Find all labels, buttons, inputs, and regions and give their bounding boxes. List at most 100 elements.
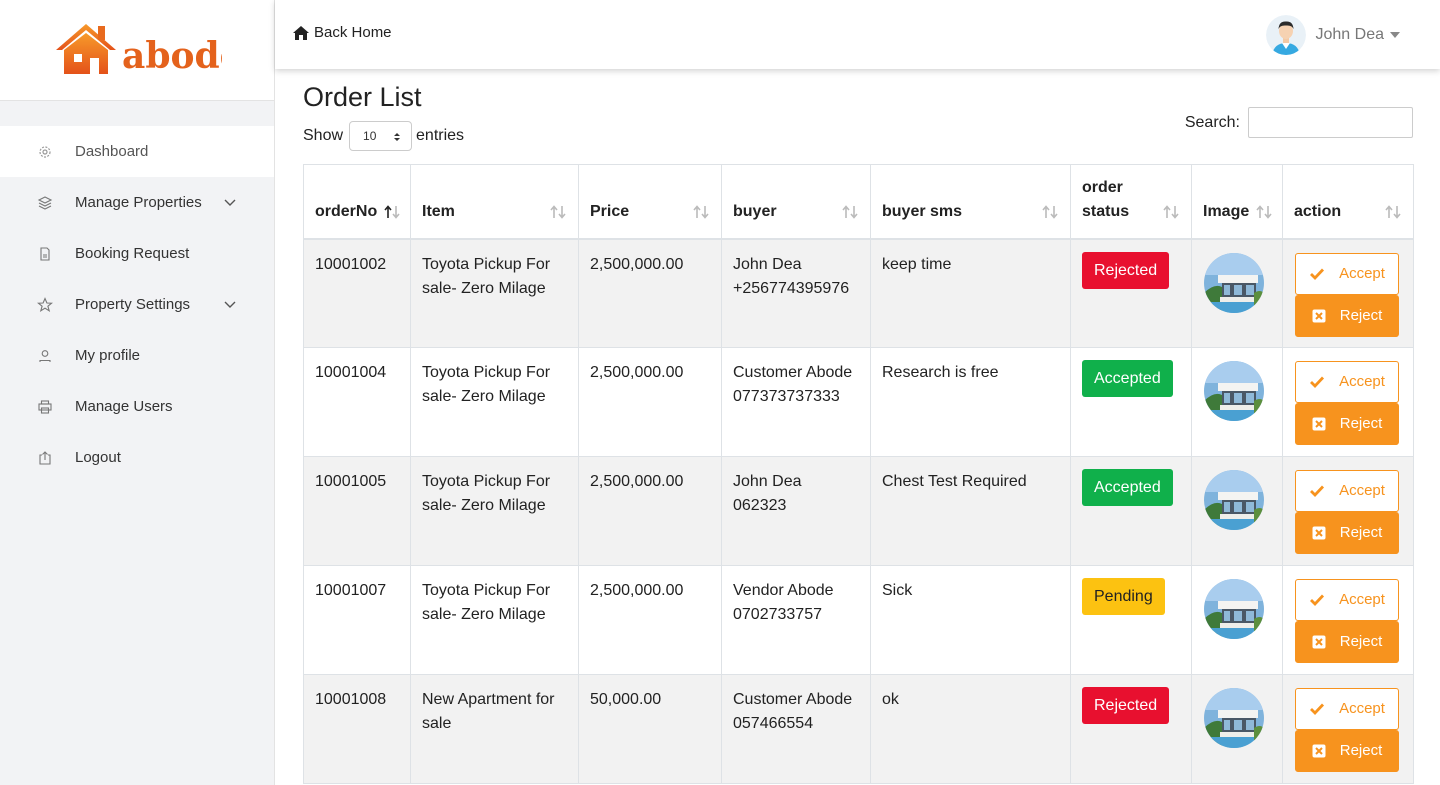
entries-label: entries [416,127,465,144]
cell-buyer: Customer Abode 077373737333 [721,347,871,457]
cell-buyer-sms: Chest Test Required [870,456,1071,566]
table-row: 10001002 Toyota Pickup For sale- Zero Mi… [303,238,1414,348]
accept-button[interactable]: Accept [1295,361,1399,403]
sort-icon [842,204,858,219]
accept-button[interactable]: Accept [1295,252,1399,295]
sidebar-item-property-settings[interactable]: Property Settings [0,279,274,330]
column-header-buyer[interactable]: buyer [721,164,871,240]
property-thumbnail[interactable] [1204,688,1264,748]
reject-button[interactable]: Reject [1295,294,1399,337]
accept-button[interactable]: Accept [1295,470,1399,512]
column-header-action[interactable]: action [1282,164,1414,240]
table-controls: Show 10 entries Search: [303,107,1413,163]
accept-button[interactable]: Accept [1295,688,1399,730]
user-icon [36,347,54,365]
sidebar-nav: Dashboard Manage Properties Booking Requ… [0,126,274,483]
cell-buyer-sms: keep time [870,238,1071,348]
brand-name: abode [122,35,222,77]
table-header-row: orderNo Item Price buyer buyer sms order… [303,164,1414,240]
entries-select[interactable]: 10 [349,121,413,151]
check-icon [1310,376,1325,389]
sort-icon [1163,204,1179,219]
cell-price: 2,500,000.00 [578,565,722,675]
close-square-icon [1312,309,1326,322]
cell-buyer-sms: Research is free [870,347,1071,457]
main-content: Order List Show 10 entries Search: order… [303,69,1414,784]
buyer-phone: 0702733757 [733,606,822,623]
cell-image [1191,347,1283,457]
sidebar-item-label: Manage Properties [75,194,202,211]
buyer-phone: 077373737333 [733,388,840,405]
cell-buyer: John Dea 062323 [721,456,871,566]
reject-button[interactable]: Reject [1295,403,1399,445]
buyer-phone: +256774395976 [733,279,850,297]
property-thumbnail[interactable] [1204,252,1264,313]
property-thumbnail[interactable] [1204,361,1264,421]
dashboard-icon [36,143,54,161]
sort-icon [1256,204,1272,219]
cell-action: Accept Reject [1282,347,1414,457]
top-navbar: Back Home John Dea [275,0,1440,69]
accept-label: Accept [1339,591,1385,608]
search-input[interactable] [1248,107,1413,138]
user-menu[interactable]: John Dea [1265,15,1400,55]
logo-area: abode [0,0,274,101]
status-badge: Accepted [1082,360,1173,397]
back-home-link[interactable]: Back Home [292,24,392,41]
column-header-buyer-sms[interactable]: buyer sms [870,164,1071,240]
home-icon [293,25,309,40]
buyer-name: Customer Abode [733,691,853,708]
sidebar-item-label: Manage Users [75,398,173,415]
sidebar-item-dashboard[interactable]: Dashboard [0,126,274,177]
cell-image [1191,456,1283,566]
close-square-icon [1312,526,1326,540]
cell-action: Accept Reject [1282,565,1414,675]
cell-action: Accept Reject [1282,456,1414,566]
cell-buyer: John Dea +256774395976 [721,238,871,348]
reject-button[interactable]: Reject [1295,512,1399,554]
check-icon [1310,485,1325,498]
reject-button[interactable]: Reject [1295,730,1399,772]
column-header-image[interactable]: Image [1191,164,1283,240]
column-header-price[interactable]: Price [578,164,722,240]
cell-order-status: Accepted [1070,456,1192,566]
close-square-icon [1312,744,1326,758]
cell-buyer-sms: ok [870,674,1071,784]
reject-button[interactable]: Reject [1295,621,1399,663]
status-badge: Accepted [1082,469,1173,506]
accept-label: Accept [1339,700,1385,717]
column-header-item[interactable]: Item [410,164,579,240]
cell-orderno: 10001002 [303,238,411,348]
sort-icon [1042,204,1058,219]
column-header-order-status[interactable]: order status [1070,164,1192,240]
house-logo-icon[interactable]: abode [52,20,222,80]
printer-icon [36,398,54,416]
cell-order-status: Rejected [1070,238,1192,348]
cell-orderno: 10001005 [303,456,411,566]
accept-label: Accept [1339,482,1385,499]
cell-item: Toyota Pickup For sale- Zero Milage [410,238,579,348]
buyer-name: John Dea [733,473,802,490]
cell-image [1191,674,1283,784]
back-home-label: Back Home [314,24,392,41]
column-header-orderno[interactable]: orderNo [303,164,411,240]
search-label: Search: [1184,113,1240,131]
close-square-icon [1312,417,1326,431]
avatar [1265,15,1306,55]
sidebar-item-my-profile[interactable]: My profile [0,330,274,381]
sidebar-item-manage-properties[interactable]: Manage Properties [0,177,274,228]
sidebar-item-manage-users[interactable]: Manage Users [0,381,274,432]
buyer-name: Customer Abode [733,364,853,381]
cell-image [1191,565,1283,675]
reject-label: Reject [1339,415,1383,432]
reject-label: Reject [1339,306,1383,324]
chevron-down-icon[interactable] [222,195,238,211]
sidebar-item-booking-request[interactable]: Booking Request [0,228,274,279]
chevron-down-icon[interactable] [222,297,238,313]
accept-button[interactable]: Accept [1295,579,1399,621]
user-name: John Dea [1315,26,1385,43]
property-thumbnail[interactable] [1204,579,1264,639]
property-thumbnail[interactable] [1204,470,1264,530]
sidebar-item-logout[interactable]: Logout [0,432,274,483]
star-icon [36,296,54,314]
